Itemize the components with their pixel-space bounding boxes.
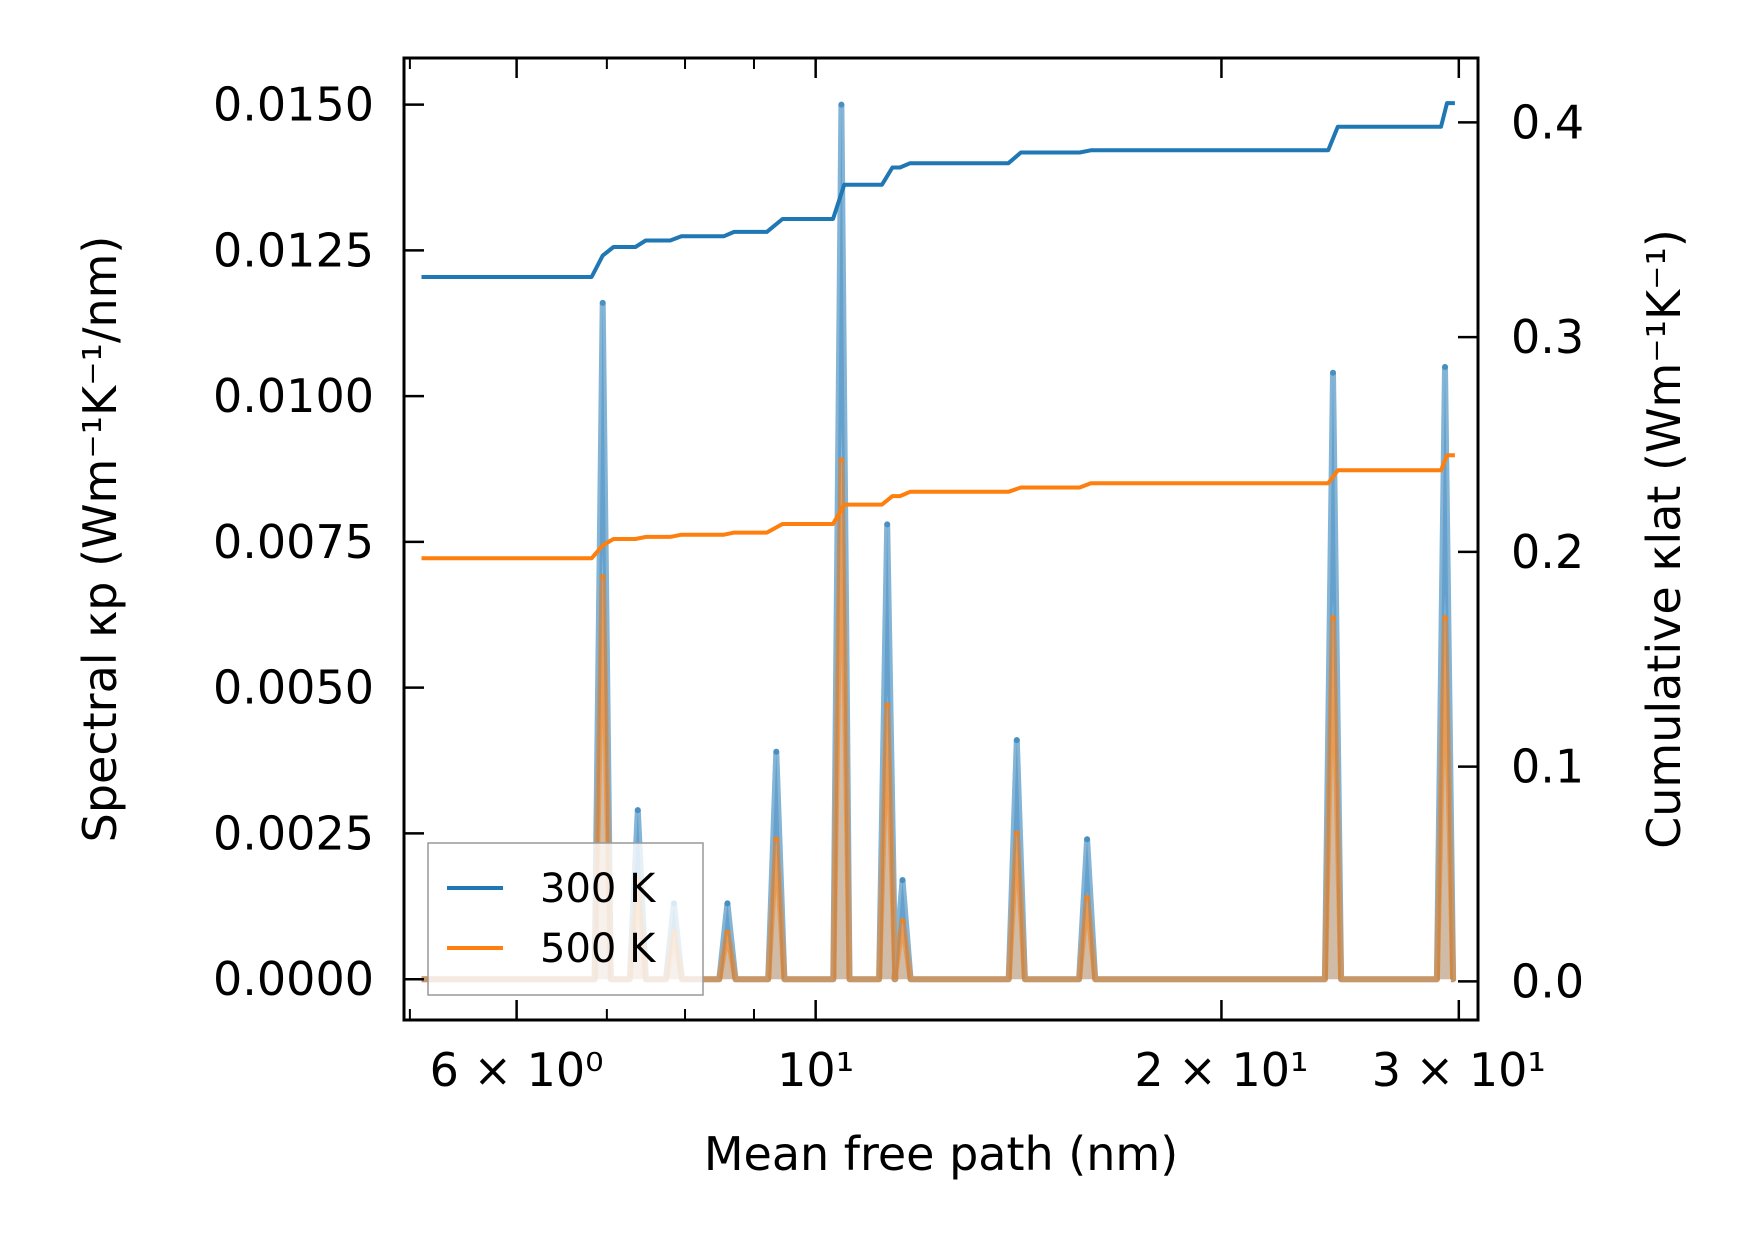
y-left-tick-label-2: 0.0050 <box>213 661 374 715</box>
spectral-peak-300k-3 <box>724 900 731 907</box>
spectral-peak-500k-6 <box>884 702 891 709</box>
spectral-peak-300k-5 <box>838 101 845 108</box>
spectral-peak-500k-11 <box>1442 614 1448 621</box>
y-left-tick-label-3: 0.0075 <box>213 515 374 569</box>
spectral-peak-500k-3 <box>724 929 731 936</box>
y-left-tick-label-4: 0.0100 <box>213 369 374 423</box>
y-left-tick-label-1: 0.0025 <box>213 806 374 860</box>
y-right-tick-label-0: 0.0 <box>1511 954 1584 1008</box>
spectral-peak-500k-5 <box>838 457 845 464</box>
x-tick-label-1: 10¹ <box>777 1043 854 1097</box>
spectral-peak-500k-8 <box>1013 830 1020 837</box>
spectral-peak-500k-0 <box>599 573 606 580</box>
legend: 300 K 500 K <box>427 842 704 996</box>
spectral-peak-300k-9 <box>1084 836 1091 843</box>
y-left-tick-label-5: 0.0125 <box>213 223 374 277</box>
spectral-peak-300k-1 <box>634 807 641 814</box>
spectral-peak-300k-10 <box>1330 369 1336 376</box>
y-right-tick-label-4: 0.4 <box>1511 95 1584 149</box>
spectral-peak-300k-0 <box>599 299 606 306</box>
y-right-tick-label-2: 0.2 <box>1511 525 1584 579</box>
plot-frame <box>402 56 1480 1022</box>
spectral-peak-300k-4 <box>773 748 780 755</box>
cumulative-line-300k <box>421 101 1455 279</box>
y-right-tick-label-1: 0.1 <box>1511 740 1584 794</box>
y-right-tick-label-3: 0.3 <box>1511 310 1584 364</box>
x-tick-label-0: 6 × 10⁰ <box>430 1043 604 1097</box>
x-axis-label: Mean free path (nm) <box>704 1127 1178 1181</box>
legend-box <box>427 842 704 996</box>
spectral-peak-300k-8 <box>1013 737 1020 744</box>
spectral-peak-500k-10 <box>1330 614 1336 621</box>
spectral-peak-300k-6 <box>884 521 891 528</box>
x-tick-label-2: 2 × 10¹ <box>1134 1043 1308 1097</box>
right-y-axis-label: Cumulative κlat (Wm⁻¹K⁻¹) <box>1637 229 1691 849</box>
legend-label-500k: 500 K <box>540 926 657 972</box>
x-tick-label-3: 3 × 10¹ <box>1372 1043 1546 1097</box>
left-y-axis-label: Spectral κp (Wm⁻¹K⁻¹/nm) <box>73 236 127 843</box>
cumulative-line-500k <box>421 453 1455 561</box>
spectral-peak-300k-11 <box>1442 364 1448 370</box>
y-left-tick-label-6: 0.0150 <box>213 78 374 132</box>
spectral-peak-500k-9 <box>1084 894 1091 901</box>
axis-ticks: 6 × 10⁰ 10¹ 2 × 10¹ 3 × 10¹0.00000.00250.00… <box>213 58 1584 1097</box>
y-left-tick-label-0: 0.0000 <box>213 952 374 1006</box>
legend-label-300k: 300 K <box>540 866 657 912</box>
spectral-peak-500k-7 <box>899 917 906 924</box>
spectral-peak-300k-7 <box>899 877 906 884</box>
spectral-peak-500k-4 <box>773 836 780 843</box>
